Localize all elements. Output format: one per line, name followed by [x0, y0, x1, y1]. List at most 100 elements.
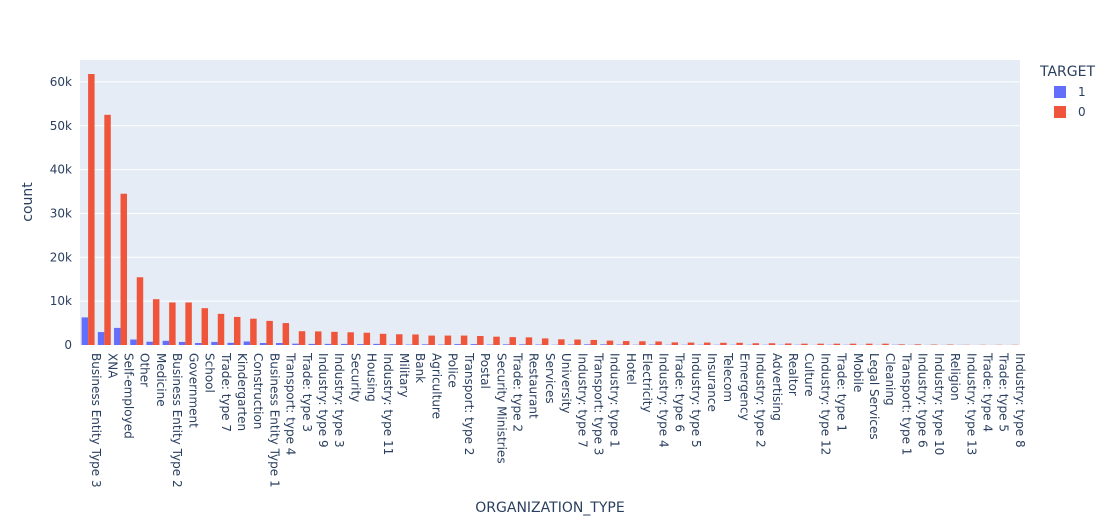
bar-target-0[interactable] — [121, 194, 127, 345]
bar-target-1[interactable] — [341, 344, 347, 345]
bar-target-1[interactable] — [519, 344, 525, 345]
bar-target-0[interactable] — [736, 343, 742, 345]
bar-target-1[interactable] — [82, 317, 88, 345]
bar-target-0[interactable] — [785, 343, 791, 345]
bar-target-0[interactable] — [493, 337, 499, 345]
bar-target-1[interactable] — [584, 344, 590, 345]
bar-target-0[interactable] — [331, 332, 337, 345]
x-tick-label: Police — [446, 353, 460, 388]
bar-target-0[interactable] — [850, 344, 856, 345]
x-tick-label: Transport: type 3 — [592, 352, 606, 455]
bar-target-0[interactable] — [769, 343, 775, 345]
legend[interactable]: TARGET 10 — [1039, 64, 1095, 119]
bar-target-0[interactable] — [866, 344, 872, 345]
bar-target-1[interactable] — [373, 344, 379, 345]
bar-target-0[interactable] — [169, 302, 175, 345]
bar-target-1[interactable] — [309, 344, 315, 345]
bar-target-1[interactable] — [163, 341, 169, 345]
x-tick-label: Trade: type 6 — [673, 352, 687, 432]
bar-target-0[interactable] — [477, 336, 483, 345]
bar-target-0[interactable] — [526, 337, 532, 345]
bar-target-1[interactable] — [292, 344, 298, 345]
bar-target-0[interactable] — [218, 314, 224, 345]
bar-target-1[interactable] — [195, 343, 201, 345]
bar-target-0[interactable] — [185, 302, 191, 345]
bar-target-0[interactable] — [720, 343, 726, 345]
bar-target-0[interactable] — [639, 341, 645, 345]
bar-target-1[interactable] — [276, 343, 282, 345]
bar-target-1[interactable] — [98, 332, 104, 345]
bar-target-0[interactable] — [817, 344, 823, 345]
x-tick-label: Kindergarten — [235, 353, 249, 431]
bar-target-0[interactable] — [623, 341, 629, 345]
bar-target-0[interactable] — [461, 336, 467, 345]
bar-target-1[interactable] — [325, 344, 331, 345]
x-tick-label: Trade: type 5 — [997, 352, 1011, 432]
bar-target-0[interactable] — [137, 277, 143, 345]
bar-target-0[interactable] — [445, 336, 451, 345]
bar-target-0[interactable] — [202, 308, 208, 345]
legend-swatch-1[interactable] — [1054, 86, 1066, 98]
bar-target-1[interactable] — [114, 328, 120, 345]
bar-target-0[interactable] — [591, 340, 597, 345]
bar-target-0[interactable] — [509, 337, 515, 345]
bar-target-0[interactable] — [655, 341, 661, 345]
bar-target-0[interactable] — [347, 332, 353, 345]
y-tick-label: 0 — [64, 338, 72, 352]
bar-target-0[interactable] — [315, 331, 321, 345]
x-tick-label: Transport: type 1 — [899, 352, 913, 455]
x-tick-label: Advertising — [770, 353, 784, 421]
legend-label-0[interactable]: 0 — [1078, 105, 1086, 119]
x-tick-label: Emergency — [737, 353, 751, 421]
bar-target-0[interactable] — [428, 336, 434, 345]
x-tick-label: Cleaning — [883, 353, 897, 406]
bar-target-1[interactable] — [454, 344, 460, 345]
legend-label-1[interactable]: 1 — [1078, 85, 1086, 99]
bar-target-1[interactable] — [260, 343, 266, 345]
bar-target-1[interactable] — [130, 340, 136, 345]
bar-target-1[interactable] — [471, 344, 477, 345]
bar-target-1[interactable] — [244, 341, 250, 345]
bar-target-1[interactable] — [357, 344, 363, 345]
bar-target-1[interactable] — [503, 344, 509, 345]
bar-target-0[interactable] — [364, 333, 370, 345]
bar-target-0[interactable] — [672, 342, 678, 345]
x-tick-label: Hotel — [624, 353, 638, 385]
bar-target-0[interactable] — [88, 74, 94, 345]
bar-target-0[interactable] — [558, 339, 564, 345]
bar-target-1[interactable] — [146, 342, 152, 345]
bar-target-0[interactable] — [688, 343, 694, 345]
x-tick-label: Housing — [365, 353, 379, 402]
bar-target-0[interactable] — [882, 344, 888, 345]
bar-target-0[interactable] — [412, 334, 418, 345]
bar-target-0[interactable] — [915, 344, 921, 345]
bar-target-0[interactable] — [234, 317, 240, 345]
bar-target-0[interactable] — [801, 344, 807, 345]
bar-target-0[interactable] — [396, 334, 402, 345]
bar-target-0[interactable] — [104, 115, 110, 345]
bar-target-0[interactable] — [574, 340, 580, 345]
bar-target-1[interactable] — [390, 344, 396, 345]
bar-target-1[interactable] — [211, 342, 217, 345]
bar-target-0[interactable] — [704, 343, 710, 345]
bar-target-0[interactable] — [542, 338, 548, 345]
x-axis-label: ORGANIZATION_TYPE — [475, 500, 624, 516]
bar-target-0[interactable] — [753, 343, 759, 345]
bar-target-0[interactable] — [266, 321, 272, 345]
bar-target-0[interactable] — [153, 299, 159, 345]
bar-target-0[interactable] — [250, 319, 256, 345]
bar-target-0[interactable] — [834, 344, 840, 345]
bar-target-1[interactable] — [600, 344, 606, 345]
bar-target-1[interactable] — [227, 343, 233, 345]
bar-target-0[interactable] — [607, 341, 613, 345]
bar-target-0[interactable] — [299, 331, 305, 345]
bar-target-0[interactable] — [283, 323, 289, 345]
bar-target-0[interactable] — [898, 344, 904, 345]
legend-swatch-0[interactable] — [1054, 106, 1066, 118]
x-tick-label: Legal Services — [867, 353, 881, 440]
x-tick-label: XNA — [105, 353, 119, 379]
bar-target-1[interactable] — [179, 342, 185, 345]
bar-target-0[interactable] — [380, 334, 386, 345]
bar-target-1[interactable] — [422, 344, 428, 345]
x-tick-label: Other — [138, 353, 152, 387]
